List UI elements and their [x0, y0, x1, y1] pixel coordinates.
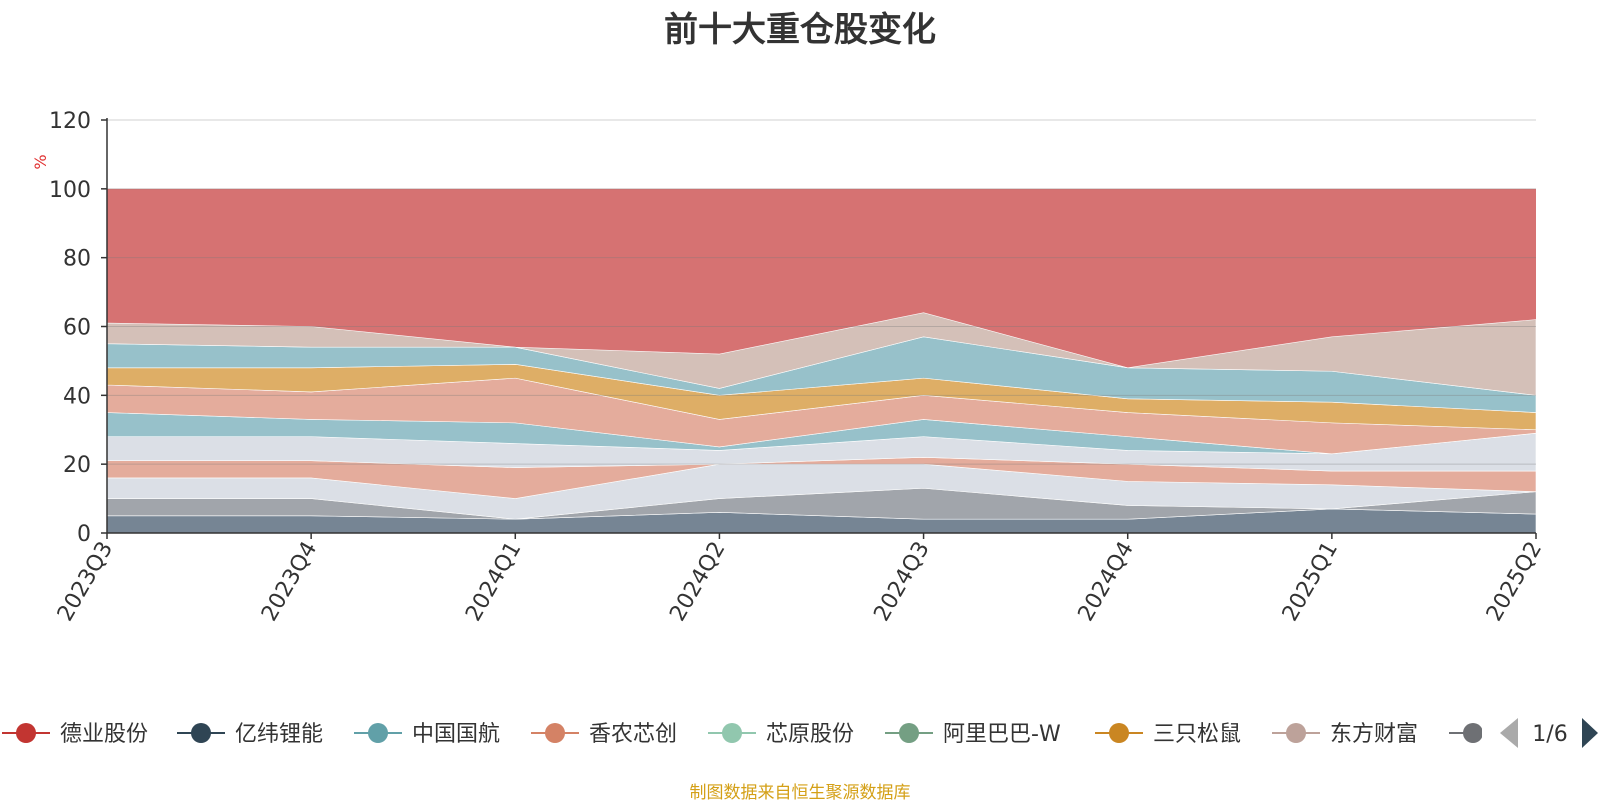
legend-item[interactable]: 中国国航 [354, 722, 500, 747]
legend-label: 三只松鼠 [1153, 722, 1241, 747]
x-tick-label: 2025Q1 [1278, 538, 1343, 626]
legend-item[interactable]: 芯原股份 [708, 722, 854, 747]
legend-label: 阿里巴巴-W [943, 722, 1061, 747]
legend-marker [368, 723, 388, 743]
y-tick-label: 40 [63, 384, 91, 409]
y-tick-label: 60 [63, 316, 91, 341]
area-series-10 [106, 312, 1537, 396]
legend-item[interactable]: 东方财富 [1272, 722, 1418, 747]
legend-item[interactable]: 亿纬锂能 [177, 722, 323, 747]
chart-title: 前十大重仓股变化 [664, 10, 936, 50]
y-tick-label: 80 [63, 247, 91, 272]
legend-item[interactable]: 德业股份 [2, 722, 148, 747]
legend-next-icon[interactable] [1582, 718, 1598, 748]
legend-marker [1109, 723, 1129, 743]
legend-prev-icon[interactable] [1500, 718, 1518, 748]
legend-item[interactable]: 阿里巴巴-W [885, 722, 1061, 747]
legend-item[interactable]: 香农芯创 [531, 722, 677, 747]
y-tick-label: 100 [49, 178, 91, 203]
legend-marker [899, 723, 919, 743]
legend-marker [545, 723, 565, 743]
x-tick-label: 2023Q4 [257, 538, 322, 626]
x-tick-label: 2024Q2 [665, 538, 730, 626]
x-tick-label: 2024Q4 [1074, 538, 1139, 626]
legend-marker [1463, 723, 1483, 743]
y-tick-label: 20 [63, 453, 91, 478]
legend-overflow-mask [1482, 712, 1502, 754]
x-tick-label: 2024Q3 [869, 538, 934, 626]
legend-label: 芯原股份 [766, 722, 854, 747]
x-tick-label: 2025Q2 [1482, 538, 1547, 626]
legend-label: 中国国航 [412, 722, 500, 747]
data-source-note: 制图数据来自恒生聚源数据库 [689, 783, 911, 803]
legend-marker [191, 723, 211, 743]
y-axis-label: % [31, 154, 50, 169]
x-tick-label: 2024Q1 [461, 538, 526, 626]
area-series-top [107, 188, 1536, 368]
legend-label: 香农芯创 [589, 722, 677, 747]
legend-marker [1286, 723, 1306, 743]
legend-marker [16, 723, 36, 743]
y-tick-label: 120 [49, 109, 91, 134]
legend-page-indicator: 1/6 [1532, 722, 1567, 747]
y-tick-label: 0 [77, 522, 91, 547]
legend-label: 德业股份 [60, 722, 148, 747]
x-tick-label: 2023Q3 [53, 538, 118, 626]
legend-marker [722, 723, 742, 743]
legend-label: 东方财富 [1330, 722, 1418, 747]
legend-item[interactable]: 三只松鼠 [1095, 722, 1241, 747]
legend-label: 亿纬锂能 [235, 722, 323, 747]
